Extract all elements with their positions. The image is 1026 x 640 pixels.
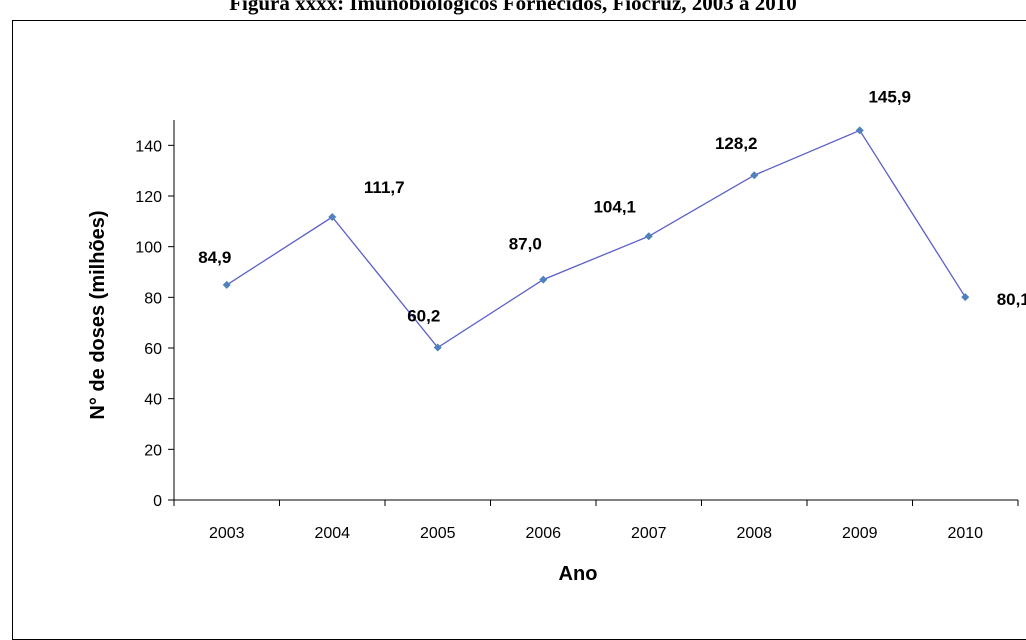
data-label: 111,7 [364, 178, 405, 197]
data-label: 104,1 [593, 197, 636, 216]
data-point [222, 280, 231, 289]
data-point [644, 232, 653, 241]
y-tick-label: 0 [153, 493, 162, 510]
data-point [539, 275, 548, 284]
data-label: 128,2 [715, 134, 758, 153]
y-tick-label: 60 [144, 341, 162, 358]
data-point [961, 293, 970, 302]
data-label: 60,2 [407, 306, 440, 325]
series-polyline [226, 129, 966, 349]
y-tick-label: 120 [135, 189, 162, 206]
chart-title: Figura xxxx: Imunobiológicos Fornecidos,… [229, 0, 797, 15]
data-label: 80,1 [997, 290, 1026, 309]
data-label: 87,0 [509, 235, 542, 254]
y-tick-label: 140 [135, 138, 162, 155]
x-tick-label: 2004 [314, 525, 350, 542]
data-point [328, 213, 337, 222]
data-point [750, 171, 759, 180]
x-axis-ticks: 2003 2004 2005 2006 2007 2008 2009 2010 [173, 500, 1019, 542]
x-tick-label: 2008 [736, 525, 772, 542]
x-tick-label: 2005 [420, 525, 456, 542]
data-label: 145,9 [868, 87, 911, 106]
x-tick-label: 2010 [947, 525, 983, 542]
y-tick-label: 40 [144, 392, 162, 409]
x-tick-label: 2006 [525, 525, 561, 542]
x-tick-label: 2003 [209, 525, 245, 542]
axes [173, 120, 1018, 501]
data-point [855, 126, 864, 135]
data-point [433, 343, 442, 352]
y-axis-title: N° de doses (milhões) [87, 210, 109, 419]
data-labels: 84,9 111,7 60,2 87,0 104,1 128,2 145,9 80,1 [198, 87, 1026, 325]
y-tick-label: 100 [135, 240, 162, 257]
y-axis-ticks: 0 20 40 60 80 100 120 140 [135, 138, 174, 510]
y-tick-label: 20 [144, 442, 162, 459]
series-line [222, 126, 970, 352]
x-tick-label: 2007 [631, 525, 667, 542]
y-tick-label: 80 [144, 290, 162, 307]
x-tick-label: 2009 [842, 525, 878, 542]
x-axis-title: Ano [559, 563, 598, 585]
data-label: 84,9 [198, 248, 231, 267]
